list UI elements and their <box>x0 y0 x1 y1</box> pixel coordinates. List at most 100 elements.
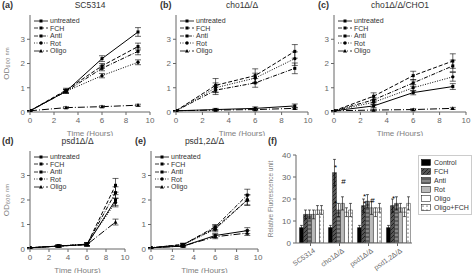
svg-text:Time (Hours): Time (Hours) <box>219 129 266 136</box>
svg-text:1: 1 <box>142 220 147 229</box>
html-text:Rot: Rot <box>50 39 61 47</box>
svg-text:OD₆₀₀ ₙₘ: OD₆₀₀ ₙₘ <box>8 184 11 216</box>
svg-text:20: 20 <box>282 195 291 204</box>
svg-text:1: 1 <box>21 84 26 93</box>
svg-text:Time (Hours): Time (Hours) <box>181 266 228 273</box>
svg-text:0: 0 <box>174 116 179 125</box>
svg-text:Relative Fluorescence unit: Relative Fluorescence unit <box>267 161 274 238</box>
svg-text:0: 0 <box>325 108 330 117</box>
svg-text:2: 2 <box>21 196 26 205</box>
svg-text:OD₆₀₀ ₙₘ: OD₆₀₀ ₙₘ <box>8 47 11 79</box>
svg-text:1: 1 <box>325 84 330 93</box>
svg-text:2: 2 <box>142 196 147 205</box>
html-text:(c): (c) <box>318 0 329 10</box>
svg-text:6: 6 <box>253 116 258 125</box>
html-text:(f): (f) <box>268 136 277 146</box>
svg-text:0: 0 <box>21 108 26 117</box>
svg-text:Time (Hours): Time (Hours) <box>54 266 101 273</box>
svg-text:10: 10 <box>282 217 291 226</box>
svg-text:*: * <box>334 199 337 208</box>
svg-text:4: 4 <box>76 116 81 125</box>
svg-text:6: 6 <box>411 116 416 125</box>
svg-text:0: 0 <box>149 253 154 262</box>
html-text:(a): (a) <box>2 0 13 10</box>
svg-text:2: 2 <box>21 59 26 68</box>
svg-text:0: 0 <box>167 108 172 117</box>
svg-text:4: 4 <box>227 116 232 125</box>
svg-text:psd1Δ/Δ: psd1Δ/Δ <box>348 247 375 269</box>
html-text:Rot: Rot <box>171 175 182 183</box>
html-text:FCH: FCH <box>196 24 211 32</box>
svg-text:8: 8 <box>437 116 442 125</box>
svg-text:10: 10 <box>254 253 263 262</box>
svg-text:0: 0 <box>287 239 292 248</box>
html-text:cho1Δ/Δ/CHO1: cho1Δ/Δ/CHO1 <box>370 0 430 10</box>
html-text:FCH: FCH <box>171 160 186 168</box>
svg-text:10: 10 <box>146 116 155 125</box>
svg-text:2: 2 <box>200 116 205 125</box>
svg-text:8: 8 <box>104 253 109 262</box>
svg-text:4: 4 <box>66 253 71 262</box>
html-text:Oligo: Oligo <box>196 47 213 54</box>
svg-text:40: 40 <box>282 151 291 160</box>
html-text:(d): (d) <box>2 136 14 146</box>
html-text:SC5314: SC5314 <box>74 0 106 10</box>
svg-text:0: 0 <box>21 245 26 254</box>
html-text:Oligo: Oligo <box>50 47 67 54</box>
html-text:psd1,2Δ/Δ: psd1,2Δ/Δ <box>184 136 225 146</box>
svg-text:0: 0 <box>28 253 33 262</box>
svg-text:2: 2 <box>170 253 175 262</box>
svg-text:2: 2 <box>47 253 52 262</box>
svg-text:0: 0 <box>142 245 147 254</box>
svg-text:3: 3 <box>21 35 26 44</box>
svg-text:8: 8 <box>124 116 129 125</box>
html-text:Rot: Rot <box>50 175 61 183</box>
svg-text:3: 3 <box>325 35 330 44</box>
html-text:Rot: Rot <box>196 39 207 47</box>
svg-text:1: 1 <box>167 84 172 93</box>
svg-text:10: 10 <box>121 253 130 262</box>
svg-text:*: * <box>334 163 337 172</box>
svg-text:0: 0 <box>28 116 33 125</box>
html-text:Anti: Anti <box>50 32 63 39</box>
svg-text:6: 6 <box>100 116 105 125</box>
svg-text:8: 8 <box>234 253 239 262</box>
svg-text:2: 2 <box>358 116 363 125</box>
svg-text:1: 1 <box>21 220 26 229</box>
svg-text:2: 2 <box>52 116 57 125</box>
svg-text:6: 6 <box>85 253 90 262</box>
svg-text:8: 8 <box>279 116 284 125</box>
html-text:untreated: untreated <box>50 17 80 24</box>
svg-text:4: 4 <box>385 116 390 125</box>
html-text:cho1Δ/Δ: cho1Δ/Δ <box>225 0 259 10</box>
svg-text:SC5314: SC5314 <box>291 247 316 267</box>
html-text:Rot: Rot <box>354 39 365 47</box>
svg-text:cho1Δ/Δ: cho1Δ/Δ <box>319 247 345 268</box>
svg-text:psd1,2Δ/Δ: psd1,2Δ/Δ <box>373 247 404 272</box>
svg-text:3: 3 <box>167 35 172 44</box>
svg-text:4: 4 <box>192 253 197 262</box>
svg-text:2: 2 <box>167 59 172 68</box>
svg-text:6: 6 <box>213 253 218 262</box>
html-text:Anti: Anti <box>196 32 209 39</box>
html-text:untreated: untreated <box>196 17 226 24</box>
html-text:(b): (b) <box>160 0 172 10</box>
html-text:FCH: FCH <box>50 160 65 168</box>
svg-text:Time (Hours): Time (Hours) <box>377 129 424 136</box>
svg-text:Time (Hours): Time (Hours) <box>67 129 114 136</box>
html-text:psd1Δ/Δ: psd1Δ/Δ <box>61 136 94 146</box>
html-text:(e): (e) <box>135 136 146 146</box>
svg-text:10: 10 <box>304 116 313 125</box>
svg-text:3: 3 <box>21 171 26 180</box>
svg-text:2: 2 <box>325 59 330 68</box>
svg-text:#: # <box>370 196 375 205</box>
svg-text:0: 0 <box>332 116 337 125</box>
svg-text:3: 3 <box>142 171 147 180</box>
svg-text:30: 30 <box>282 173 291 182</box>
svg-text:*: * <box>363 199 366 208</box>
svg-text:#: # <box>341 177 346 186</box>
html-text:FCH: FCH <box>50 24 65 32</box>
svg-text:*: * <box>392 194 395 203</box>
svg-text:10: 10 <box>462 116 466 125</box>
html-text:FCH: FCH <box>354 24 369 32</box>
